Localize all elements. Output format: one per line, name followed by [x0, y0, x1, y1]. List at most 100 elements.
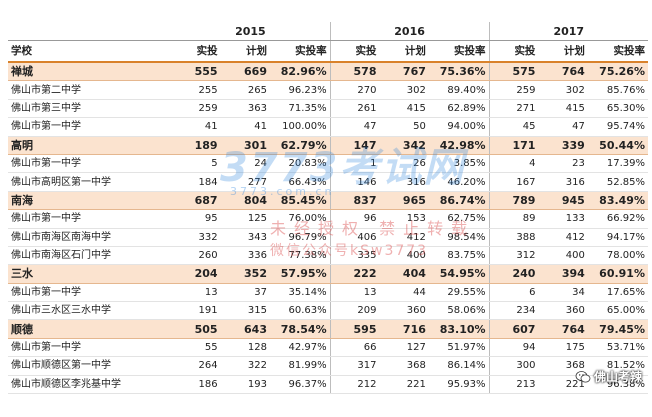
cell-plan-2016: 26: [379, 154, 429, 174]
school-name: 佛山市高明区第一中学: [8, 172, 172, 192]
school-row: 佛山市南海区南海中学 332 343 96.79% 406 412 98.54% 388 412…: [8, 228, 648, 247]
school-row: 佛山市顺德区第一中学 264 322 81.99% 317 368 86.14% 300 368…: [8, 356, 648, 376]
cell-plan-2017: 316: [538, 172, 588, 192]
district-row: 南海 687 804 85.45% 837 965 86.74% 789 945 83.49%: [8, 191, 648, 211]
cell-plan-2016: 716: [379, 319, 429, 339]
cell-plan-2017: 133: [538, 209, 588, 229]
school-row: 佛山市第一中学 41 41 100.00% 47 50 94.00% 45 47 95.74%: [8, 117, 648, 137]
cell-actual-2015: 687: [171, 191, 221, 211]
cell-actual-2016: 837: [329, 191, 380, 211]
cell-rate-2016: 29.55%: [428, 283, 490, 303]
school-name: 佛山市第一中学: [8, 209, 172, 229]
cell-rate-2017: 17.39%: [587, 154, 648, 174]
cell-plan-2015: 128: [220, 338, 270, 358]
col-header-actual-2016: 实投: [329, 40, 380, 63]
cell-plan-2016: 44: [379, 283, 429, 303]
year-2016: 2016: [329, 22, 490, 41]
district-name: 三水: [8, 264, 172, 284]
cell-plan-2016: 302: [379, 80, 429, 100]
cell-rate-2016: 86.74%: [428, 191, 490, 211]
cell-plan-2015: 336: [220, 246, 270, 266]
district-name: 顺德: [8, 319, 172, 339]
cell-rate-2015: 60.63%: [269, 301, 331, 321]
cell-plan-2017: 415: [538, 99, 588, 119]
school-row: 佛山市第三中学 259 363 71.35% 261 415 62.89% 271 415 65.…: [8, 99, 648, 119]
cell-actual-2015: 332: [171, 228, 221, 247]
cell-plan-2015: 24: [220, 154, 270, 174]
cell-actual-2015: 184: [171, 172, 221, 192]
cell-actual-2016: 578: [329, 62, 380, 82]
school-row: 佛山市南海区石门中学 260 336 77.38% 335 400 83.75% 312 400…: [8, 246, 648, 266]
cell-rate-2017: 60.91%: [587, 264, 648, 284]
cell-plan-2016: 412: [379, 228, 429, 247]
col-header-school: 学校: [8, 40, 172, 63]
cell-actual-2016: 96: [329, 209, 380, 229]
cell-plan-2016: 767: [379, 62, 429, 82]
cell-plan-2017: 368: [538, 356, 588, 376]
cell-actual-2016: 406: [329, 228, 380, 247]
cell-rate-2016: 89.40%: [428, 80, 490, 100]
cell-plan-2016: 404: [379, 264, 429, 284]
cell-actual-2016: 147: [329, 136, 380, 155]
column-header-row: 学校 实投 计划 实投率 实投 计划 实投率 实投 计划 实投率: [8, 40, 648, 63]
cell-actual-2016: 270: [329, 80, 380, 100]
school-row: 佛山市第一中学 13 37 35.14% 13 44 29.55% 6 34 17.65%: [8, 283, 648, 303]
account-logo: 佛山考辣: [575, 368, 642, 385]
school-name: 佛山市第一中学: [8, 283, 172, 303]
cell-actual-2015: 191: [171, 301, 221, 321]
district-row: 高明 189 301 62.79% 147 342 42.98% 171 339 50.44%: [8, 136, 648, 155]
school-row: 佛山市第一中学 95 125 76.00% 96 153 62.75% 89 133 66.92%: [8, 209, 648, 229]
cell-plan-2015: 352: [220, 264, 270, 284]
school-row: 佛山市高明区第一中学 184 277 66.43% 146 316 46.20% 167 316…: [8, 172, 648, 192]
cell-actual-2015: 259: [171, 99, 221, 119]
col-header-plan-2017: 计划: [538, 40, 588, 63]
cell-rate-2017: 50.44%: [587, 136, 648, 155]
cell-rate-2017: 79.45%: [587, 319, 648, 339]
district-name: 南海: [8, 191, 172, 211]
cell-rate-2017: 53.71%: [587, 338, 648, 358]
col-header-rate-2015: 实投率: [269, 40, 331, 63]
cell-plan-2016: 342: [379, 136, 429, 155]
year-2015: 2015: [171, 22, 331, 41]
cell-actual-2015: 255: [171, 80, 221, 100]
cell-rate-2016: 58.06%: [428, 301, 490, 321]
year-header-blank: [8, 22, 172, 41]
cell-plan-2016: 965: [379, 191, 429, 211]
cell-actual-2016: 146: [329, 172, 380, 192]
cell-rate-2015: 62.79%: [269, 136, 331, 155]
cell-actual-2015: 555: [171, 62, 221, 82]
cell-plan-2016: 127: [379, 338, 429, 358]
cell-actual-2017: 259: [488, 80, 539, 100]
cell-plan-2017: 339: [538, 136, 588, 155]
cell-rate-2017: 66.92%: [587, 209, 648, 229]
school-name: 佛山市南海区石门中学: [8, 246, 172, 266]
cell-rate-2017: 85.76%: [587, 80, 648, 100]
cell-rate-2015: 85.45%: [269, 191, 331, 211]
cell-actual-2017: 171: [488, 136, 539, 155]
cell-actual-2015: 95: [171, 209, 221, 229]
school-row: 佛山市第一中学 55 128 42.97% 66 127 51.97% 94 175 53.71%: [8, 338, 648, 358]
cell-plan-2017: 412: [538, 228, 588, 247]
cell-rate-2015: 96.79%: [269, 228, 331, 247]
cell-actual-2017: 789: [488, 191, 539, 211]
district-name: 禅城: [8, 62, 172, 82]
cell-plan-2015: 343: [220, 228, 270, 247]
cell-actual-2017: 6: [488, 283, 539, 303]
cell-plan-2017: 394: [538, 264, 588, 284]
cell-actual-2016: 335: [329, 246, 380, 266]
cell-plan-2015: 669: [220, 62, 270, 82]
cell-rate-2015: 76.00%: [269, 209, 331, 229]
cell-actual-2017: 240: [488, 264, 539, 284]
cell-plan-2015: 315: [220, 301, 270, 321]
cell-plan-2015: 41: [220, 117, 270, 137]
school-name: 佛山市第一中学: [8, 117, 172, 137]
cell-actual-2015: 264: [171, 356, 221, 376]
cell-rate-2017: 65.00%: [587, 301, 648, 321]
cell-plan-2017: 945: [538, 191, 588, 211]
school-name: 佛山市第二中学: [8, 80, 172, 100]
col-header-plan-2015: 计划: [220, 40, 270, 63]
cell-rate-2015: 96.37%: [269, 375, 331, 395]
cell-actual-2015: 204: [171, 264, 221, 284]
cell-rate-2017: 81.52%: [587, 356, 648, 376]
cell-actual-2017: 312: [488, 246, 539, 266]
